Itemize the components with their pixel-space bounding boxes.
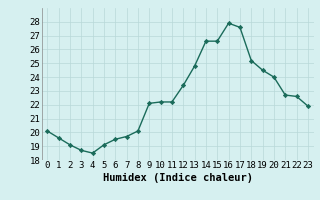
X-axis label: Humidex (Indice chaleur): Humidex (Indice chaleur): [103, 173, 252, 183]
